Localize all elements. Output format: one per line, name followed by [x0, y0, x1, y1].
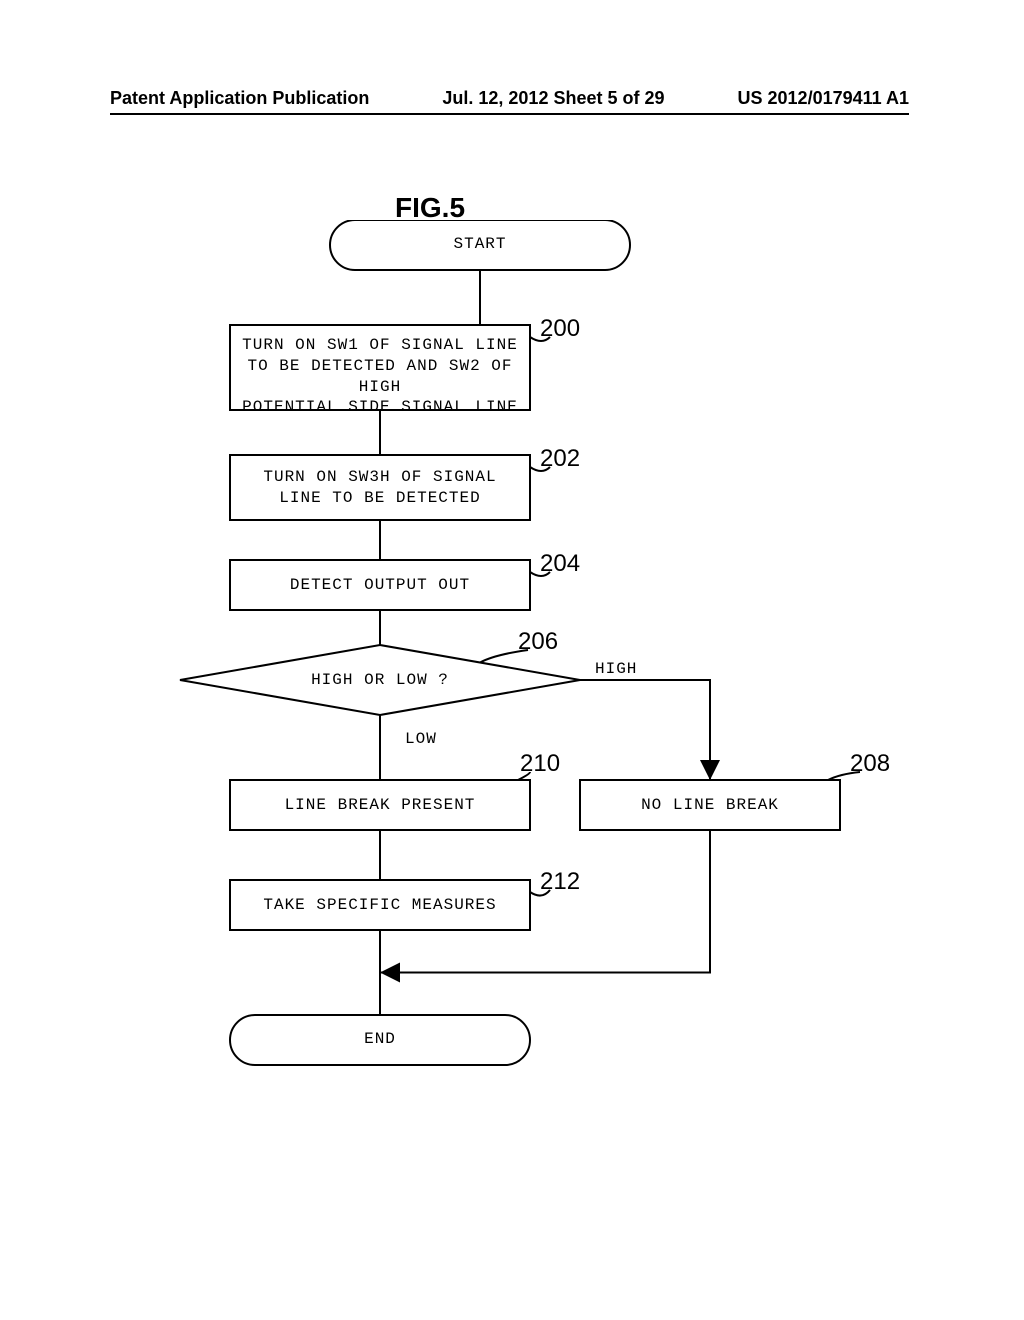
ref-200: 200	[540, 315, 580, 343]
header-left: Patent Application Publication	[110, 88, 369, 109]
header-right: US 2012/0179411 A1	[738, 88, 909, 109]
page-header: Patent Application Publication Jul. 12, …	[110, 88, 909, 115]
step-202: TURN ON SW3H OF SIGNAL LINE TO BE DETECT…	[230, 467, 530, 509]
ref-206: 206	[518, 628, 558, 656]
step-204: DETECT OUTPUT OUT	[230, 575, 530, 596]
edge-label-high: HIGH	[595, 660, 637, 678]
start-node: START	[330, 234, 630, 255]
decision-206: HIGH OR LOW ?	[180, 670, 580, 691]
step-210: LINE BREAK PRESENT	[230, 795, 530, 816]
ref-202: 202	[540, 445, 580, 473]
step-208: NO LINE BREAK	[580, 795, 840, 816]
end-node: END	[230, 1029, 530, 1050]
ref-210: 210	[520, 750, 560, 778]
step-212: TAKE SPECIFIC MEASURES	[230, 895, 530, 916]
step-200: TURN ON SW1 OF SIGNAL LINE TO BE DETECTE…	[230, 335, 530, 418]
flowchart: START TURN ON SW1 OF SIGNAL LINE TO BE D…	[160, 220, 860, 1140]
header-center: Jul. 12, 2012 Sheet 5 of 29	[442, 88, 664, 109]
edge-label-low: LOW	[405, 730, 437, 748]
ref-204: 204	[540, 550, 580, 578]
ref-208: 208	[850, 750, 890, 778]
ref-212: 212	[540, 868, 580, 896]
